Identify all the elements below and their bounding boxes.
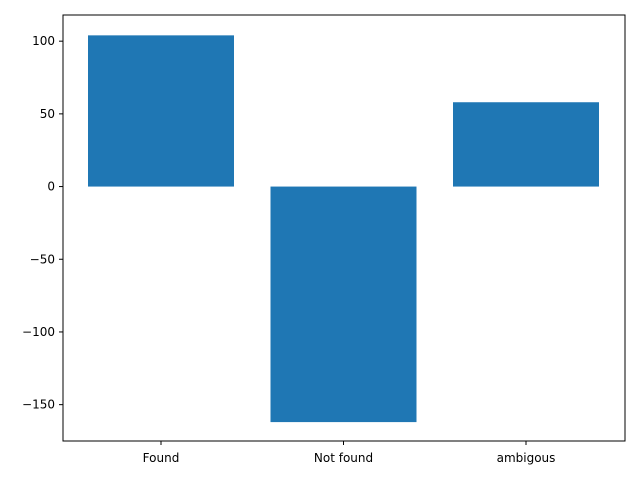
x-tick-label-ambigous: ambigous xyxy=(497,451,556,465)
y-tick-label: 0 xyxy=(47,180,55,194)
bar-found xyxy=(88,35,234,187)
x-axis: Found Not found ambigous xyxy=(143,441,556,465)
y-tick-label: 50 xyxy=(40,107,55,121)
y-tick-label: −150 xyxy=(22,398,55,412)
bar-ambigous xyxy=(453,102,599,187)
x-tick-label-not-found: Not found xyxy=(314,451,373,465)
y-tick-label: −100 xyxy=(22,325,55,339)
bar-not-found xyxy=(270,186,417,423)
y-tick-label: 100 xyxy=(32,34,55,48)
x-tick-label-found: Found xyxy=(143,451,180,465)
y-axis: 100 50 0 −50 −100 −150 xyxy=(22,34,63,412)
y-tick-label: −50 xyxy=(30,252,55,266)
bars-group xyxy=(88,35,599,423)
